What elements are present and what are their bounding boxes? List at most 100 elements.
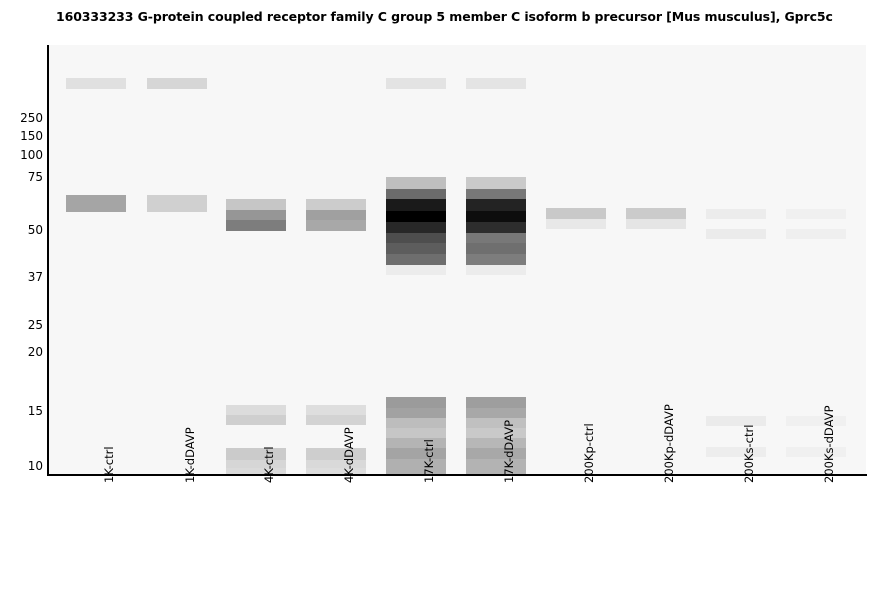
gel-band (226, 405, 286, 415)
y-axis-tick-labels: 250 150 100 75 50 37 25 20 15 10 (0, 0, 43, 595)
gel-band (706, 447, 766, 457)
gel-lane-200Kp-ctrl (546, 45, 606, 475)
gel-lane-1K-dDAVP (147, 45, 207, 475)
gel-band (306, 468, 366, 475)
gel-band (466, 189, 526, 199)
x-tick-label-1K-ctrl: 1K-ctrl (102, 446, 116, 483)
gel-band (226, 199, 286, 210)
gel-band (466, 408, 526, 418)
gel-band (226, 460, 286, 468)
gel-band (386, 222, 446, 233)
y-tick-label-150: 150 (20, 129, 43, 143)
gel-lane-200Kp-dDAVP (626, 45, 686, 475)
gel-band (386, 459, 446, 475)
gel-band (386, 428, 446, 438)
gel-band (306, 415, 366, 425)
gel-band (386, 233, 446, 243)
gel-band (466, 418, 526, 428)
x-axis-line (47, 474, 867, 476)
gel-band (706, 416, 766, 426)
gel-band (626, 208, 686, 219)
x-tick-label-200Kp-dDAVP: 200Kp-dDAVP (662, 404, 676, 483)
gel-band (466, 243, 526, 254)
gel-band (546, 219, 606, 229)
gel-band (386, 448, 446, 459)
gel-band (386, 177, 446, 189)
y-tick-label-20: 20 (27, 345, 43, 359)
x-tick-label-200Ks-ctrl: 200Ks-ctrl (742, 424, 756, 483)
gel-band (466, 265, 526, 275)
x-tick-label-4K-ctrl: 4K-ctrl (262, 446, 276, 483)
gel-band (226, 448, 286, 460)
gel-plot-area (49, 45, 866, 475)
gel-lane-1K-ctrl (66, 45, 126, 475)
gel-band (466, 222, 526, 233)
y-tick-label-100: 100 (20, 148, 43, 162)
gel-band (786, 229, 846, 239)
gel-band (786, 447, 846, 457)
gel-band (66, 78, 126, 89)
x-tick-label-4K-dDAVP: 4K-dDAVP (342, 427, 356, 483)
gel-band (386, 397, 446, 408)
gel-band (466, 233, 526, 243)
gel-band (466, 428, 526, 438)
gel-band (66, 195, 126, 212)
gel-band (386, 199, 446, 211)
gel-lane-200Ks-dDAVP (786, 45, 846, 475)
gel-band (386, 189, 446, 199)
gel-band (386, 211, 446, 222)
gel-band (706, 229, 766, 239)
gel-band (386, 243, 446, 254)
gel-band (226, 468, 286, 475)
y-axis-line (47, 45, 49, 475)
x-tick-label-200Kp-ctrl: 200Kp-ctrl (582, 423, 596, 483)
page-title: 160333233 G-protein coupled receptor fam… (56, 9, 833, 24)
gel-band (306, 199, 366, 210)
gel-band (786, 209, 846, 219)
y-tick-label-15: 15 (27, 404, 43, 418)
gel-lane-200Ks-ctrl (706, 45, 766, 475)
x-tick-label-1K-dDAVP: 1K-dDAVP (183, 427, 197, 483)
y-tick-label-10: 10 (27, 459, 43, 473)
gel-band (386, 438, 446, 448)
gel-band (466, 254, 526, 265)
gel-band (466, 438, 526, 448)
gel-band (226, 220, 286, 231)
gel-lane-4K-dDAVP (306, 45, 366, 475)
gel-band (466, 199, 526, 211)
gel-band (466, 211, 526, 222)
gel-band (226, 415, 286, 425)
y-tick-label-250: 250 (20, 111, 43, 125)
gel-band (306, 210, 366, 220)
gel-band (466, 397, 526, 408)
gel-lane-4K-ctrl (226, 45, 286, 475)
gel-band (147, 195, 207, 212)
gel-lane-17K-dDAVP (466, 45, 526, 475)
x-tick-label-17K-dDAVP: 17K-dDAVP (502, 419, 516, 483)
gel-band (386, 408, 446, 418)
gel-band (386, 265, 446, 275)
gel-band (386, 418, 446, 428)
y-tick-label-25: 25 (27, 318, 43, 332)
gel-lane-17K-ctrl (386, 45, 446, 475)
y-tick-label-37: 37 (27, 270, 43, 284)
gel-band (386, 254, 446, 265)
gel-band (546, 208, 606, 219)
gel-band (786, 416, 846, 426)
gel-band (306, 405, 366, 415)
gel-band (466, 78, 526, 89)
y-tick-label-50: 50 (27, 223, 43, 237)
gel-band (147, 78, 207, 89)
gel-band (306, 448, 366, 460)
gel-band (306, 460, 366, 468)
x-tick-label-200Ks-dDAVP: 200Ks-dDAVP (822, 405, 836, 483)
gel-band (466, 177, 526, 189)
gel-band (466, 448, 526, 459)
gel-band (386, 78, 446, 89)
gel-band (226, 210, 286, 220)
y-tick-label-75: 75 (27, 170, 43, 184)
gel-band (306, 220, 366, 231)
x-tick-label-17K-ctrl: 17K-ctrl (422, 439, 436, 483)
gel-band (626, 219, 686, 229)
